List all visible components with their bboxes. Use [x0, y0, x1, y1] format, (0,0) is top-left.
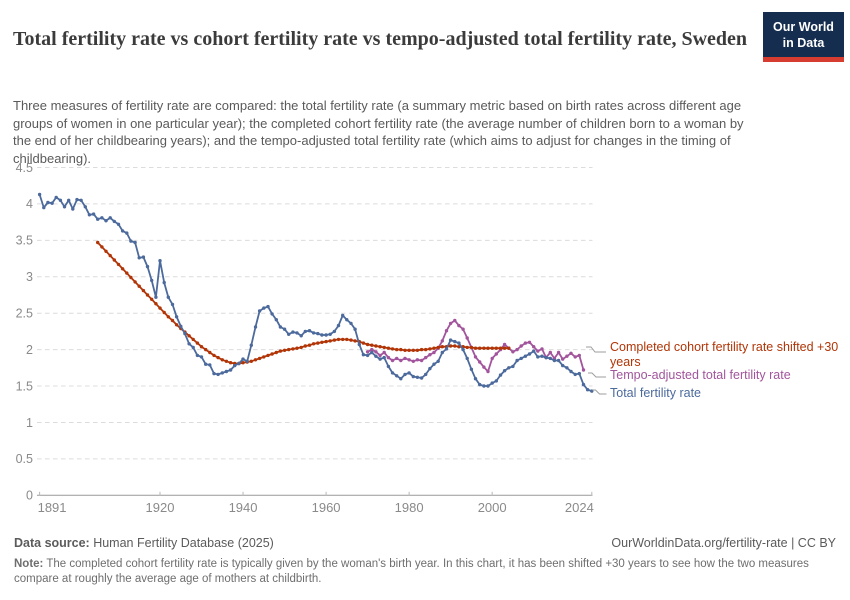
legend-connectors — [586, 346, 607, 395]
svg-text:2000: 2000 — [478, 500, 507, 515]
legend-item-tempo-adjusted[interactable]: Tempo-adjusted total fertility rate — [610, 368, 791, 382]
svg-text:1920: 1920 — [146, 500, 175, 515]
owid-logo-line1: Our World — [773, 20, 834, 34]
svg-text:1891: 1891 — [38, 500, 67, 515]
y-axis-labels: 0 0.5 1 1.5 2 2.5 3 3.5 4 4.5 — [16, 161, 33, 503]
x-axis: 1891 1920 1940 1960 1980 2000 2024 — [37, 491, 594, 515]
owid-logo-line2: in Data — [782, 36, 825, 50]
data-source-value: Human Fertility Database (2025) — [89, 536, 274, 550]
svg-text:1960: 1960 — [312, 500, 341, 515]
svg-text:1: 1 — [26, 416, 33, 430]
gridlines — [37, 167, 593, 460]
note-label: Note: — [14, 558, 44, 570]
svg-text:0: 0 — [26, 489, 33, 503]
attribution-link[interactable]: OurWorldinData.org/fertility-rate | CC B… — [611, 536, 836, 550]
svg-text:1980: 1980 — [395, 500, 424, 515]
chart-title: Total fertility rate vs cohort fertility… — [13, 28, 748, 51]
svg-text:3: 3 — [26, 270, 33, 284]
data-source-label: Data source: — [14, 536, 90, 550]
series-lines — [37, 192, 594, 393]
svg-text:1940: 1940 — [229, 500, 258, 515]
svg-text:4: 4 — [26, 197, 33, 211]
svg-text:3.5: 3.5 — [16, 234, 33, 248]
legend-item-total-fertility[interactable]: Total fertility rate — [610, 386, 702, 400]
svg-text:2: 2 — [26, 343, 33, 357]
svg-text:2.5: 2.5 — [16, 306, 33, 320]
footer-note: Note: The completed cohort fertility rat… — [14, 557, 816, 586]
legend-item-cohort-fertility[interactable]: Completed cohort fertility rate shifted … — [610, 340, 839, 369]
footer-source-row: OurWorldinData.org/fertility-rate | CC B… — [14, 536, 836, 550]
owid-logo[interactable]: Our World in Data — [763, 12, 844, 62]
svg-text:2024: 2024 — [565, 500, 594, 515]
svg-text:0.5: 0.5 — [16, 452, 33, 466]
note-text: The completed cohort fertility rate is t… — [14, 558, 809, 585]
svg-text:1.5: 1.5 — [16, 379, 33, 393]
svg-text:4.5: 4.5 — [16, 161, 33, 175]
chart-subtitle: Three measures of fertility rate are com… — [13, 98, 744, 166]
